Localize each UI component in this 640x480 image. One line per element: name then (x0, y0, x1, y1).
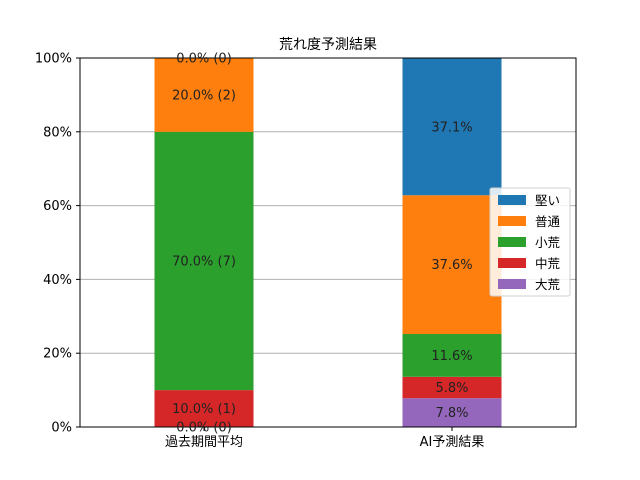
bar-segment (402, 195, 502, 335)
chart-title: 荒れ度予測結果 (279, 37, 377, 53)
bar-segment (402, 58, 502, 196)
segment-value-label: 7.8% (435, 406, 468, 421)
segment-value-label: 37.6% (431, 258, 472, 273)
y-axis: 0% 20% 40% 60% 80% 100% (35, 52, 80, 436)
bars (154, 58, 502, 427)
bar-segment (402, 376, 502, 399)
legend-box (489, 187, 571, 297)
bar-segment (154, 131, 254, 391)
y-tick-label: 0% (51, 421, 72, 436)
bar-segment (154, 58, 254, 132)
segment-labels: 0.0% (0) 10.0% (1) 70.0% (7) 20.0% (2) 0.0% … (172, 52, 473, 436)
y-tick-label: 80% (43, 125, 72, 140)
segment-value-label: 20.0% (2) (172, 88, 236, 103)
segment-value-label: 5.8% (435, 381, 468, 396)
segment-value-label: 0.0% (0) (176, 421, 232, 436)
legend-swatch (498, 258, 526, 268)
plot-frame (79, 57, 577, 428)
segment-value-label: 0.0% (0) (176, 52, 232, 67)
legend-label: 堅い (535, 193, 560, 208)
segment-value-label: 70.0% (7) (172, 254, 236, 269)
bar-segment (402, 398, 502, 427)
legend-swatch (498, 237, 526, 247)
y-tick-label: 60% (43, 199, 72, 214)
bar-segment (154, 390, 254, 427)
y-tick-label: 100% (35, 52, 72, 67)
x-tick-label: 過去期間平均 (165, 435, 243, 450)
legend-label: 小荒 (535, 235, 560, 250)
legend-swatch (498, 216, 526, 226)
legend-swatch (498, 195, 526, 205)
legend-swatch (498, 279, 526, 289)
legend-label: 普通 (535, 214, 561, 229)
x-axis: 過去期間平均 AI予測結果 (165, 427, 484, 450)
segment-value-label: 10.0% (1) (172, 402, 236, 417)
legend-label: 大荒 (535, 277, 560, 292)
legend-label: 中荒 (535, 256, 560, 271)
x-tick-label: AI予測結果 (420, 435, 485, 450)
y-tick-label: 20% (43, 347, 72, 362)
segment-value-label: 37.1% (431, 120, 472, 135)
bar-segment (402, 334, 502, 377)
y-tick-label: 40% (43, 273, 72, 288)
segment-value-label: 11.6% (431, 349, 472, 364)
